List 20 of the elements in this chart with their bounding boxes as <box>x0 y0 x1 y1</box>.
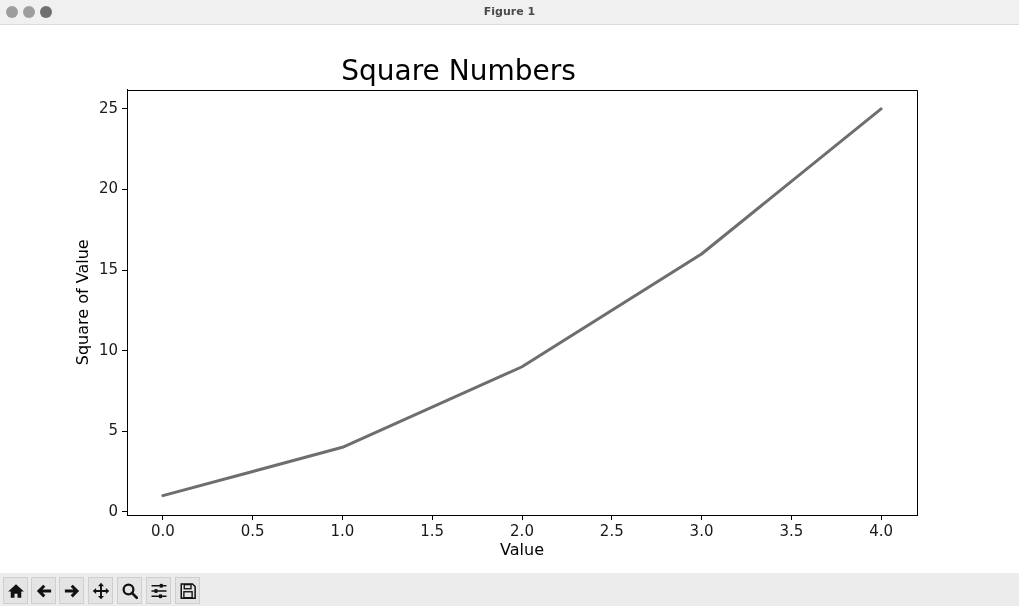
title-bar: Figure 1 <box>0 0 1019 25</box>
x-tick-label: 0.5 <box>240 521 265 540</box>
x-tick-label: 0.0 <box>150 521 175 540</box>
x-tick-label: 2.5 <box>599 521 624 540</box>
caption: Figure 1 <box>483 5 536 18</box>
y-tick-label: 25 <box>98 98 118 117</box>
x-tick-label: 1.0 <box>330 521 355 540</box>
x-tick-label: 3.5 <box>779 521 804 540</box>
y-tick-label: 10 <box>98 340 118 359</box>
x-axis-title: Value <box>500 539 544 559</box>
x-tick-label: 4.0 <box>869 521 894 540</box>
y-tick-label: 5 <box>108 421 118 440</box>
y-axis-title: Square of Value <box>72 239 92 366</box>
x-tick-label: 3.0 <box>689 521 714 540</box>
y-tick-label: 0 <box>108 501 118 520</box>
y-tick-label: 15 <box>98 259 118 278</box>
y-tick-label: 20 <box>98 179 118 198</box>
chart-title: Square Numbers <box>341 54 576 88</box>
x-tick-label: 1.5 <box>420 521 445 540</box>
x-tick-label: 2.0 <box>510 521 534 540</box>
